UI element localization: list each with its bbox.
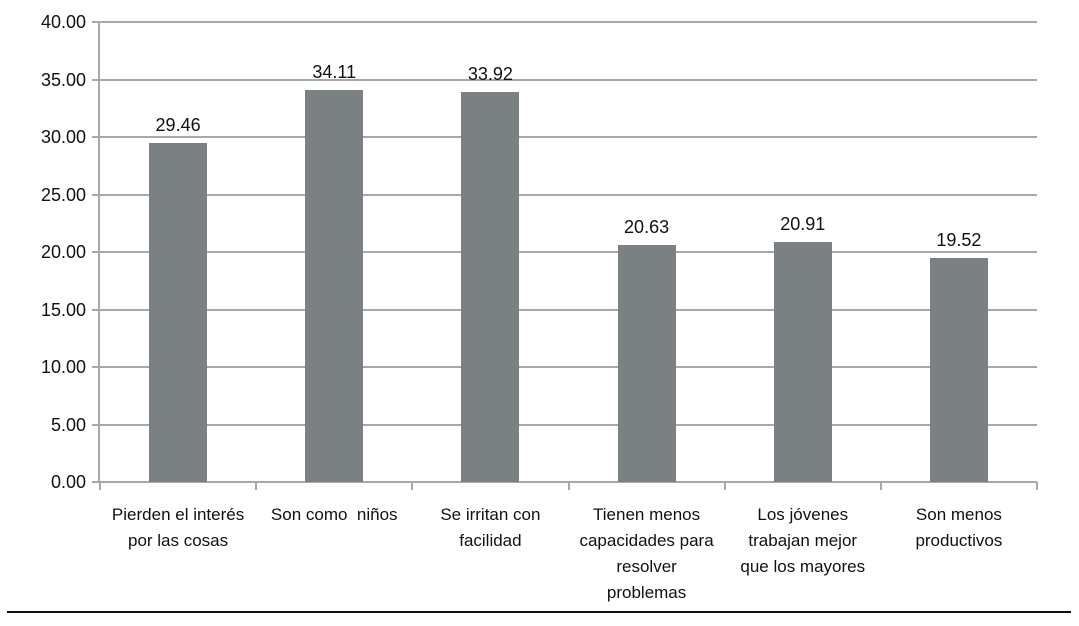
gridline	[92, 308, 1037, 311]
y-axis-tick-label: 25.00	[40, 184, 86, 205]
bar-value-label: 34.11	[312, 61, 357, 82]
x-axis-tick	[879, 482, 882, 490]
gridline	[92, 481, 1037, 483]
gridline	[92, 78, 1037, 81]
x-axis-tick	[723, 482, 726, 490]
y-axis-tick-label: 15.00	[40, 299, 86, 320]
bar-3	[461, 91, 520, 482]
y-axis-tick-label: 5.00	[50, 414, 86, 435]
x-axis-tick	[411, 482, 414, 490]
bar-6	[929, 257, 988, 482]
x-category-label: Tienen menos capacidades para resolver p…	[579, 505, 719, 602]
x-category-label: Los jóvenes trabajan mejor que los mayor…	[740, 505, 866, 576]
bar-value-label: 20.63	[624, 216, 670, 237]
bottom-rule	[7, 611, 1071, 613]
x-axis-tick	[1036, 482, 1038, 490]
bar-2	[305, 89, 364, 482]
bar-1	[149, 143, 208, 482]
x-axis-tick	[99, 482, 101, 490]
bar-value-label: 29.46	[155, 115, 201, 136]
gridline	[92, 136, 1037, 138]
y-axis-tick-label: 30.00	[40, 127, 86, 147]
y-axis-tick-label: 10.00	[40, 357, 86, 377]
bar-value-label: 19.52	[936, 229, 982, 250]
bar-5	[773, 241, 832, 482]
x-category-label: Pierden el interés por las cosas	[111, 505, 249, 550]
x-axis-tick	[255, 482, 258, 490]
gridline	[92, 423, 1037, 426]
y-axis-tick-label: 0.00	[50, 472, 86, 492]
gridline	[92, 251, 1037, 253]
y-axis-tick-label: 20.00	[40, 242, 86, 262]
plot-area: 29.46 34.11 33.92 20.63 20.91 19.52	[92, 21, 1038, 490]
x-axis-tick	[567, 482, 570, 490]
y-axis-tick-label: 35.00	[40, 69, 86, 90]
gridline	[92, 21, 1037, 23]
bar-4	[617, 244, 676, 482]
y-axis-tick-label: 40.00	[40, 12, 86, 32]
x-category-label: Son menos productivos	[915, 505, 1007, 550]
gridline	[92, 193, 1037, 196]
x-category-label: Son como niños	[270, 505, 398, 524]
bar-value-label: 33.92	[467, 63, 513, 84]
gridline	[92, 366, 1037, 368]
x-category-label: Se irritan con facilidad	[440, 505, 546, 550]
bar-value-label: 20.91	[780, 213, 826, 234]
